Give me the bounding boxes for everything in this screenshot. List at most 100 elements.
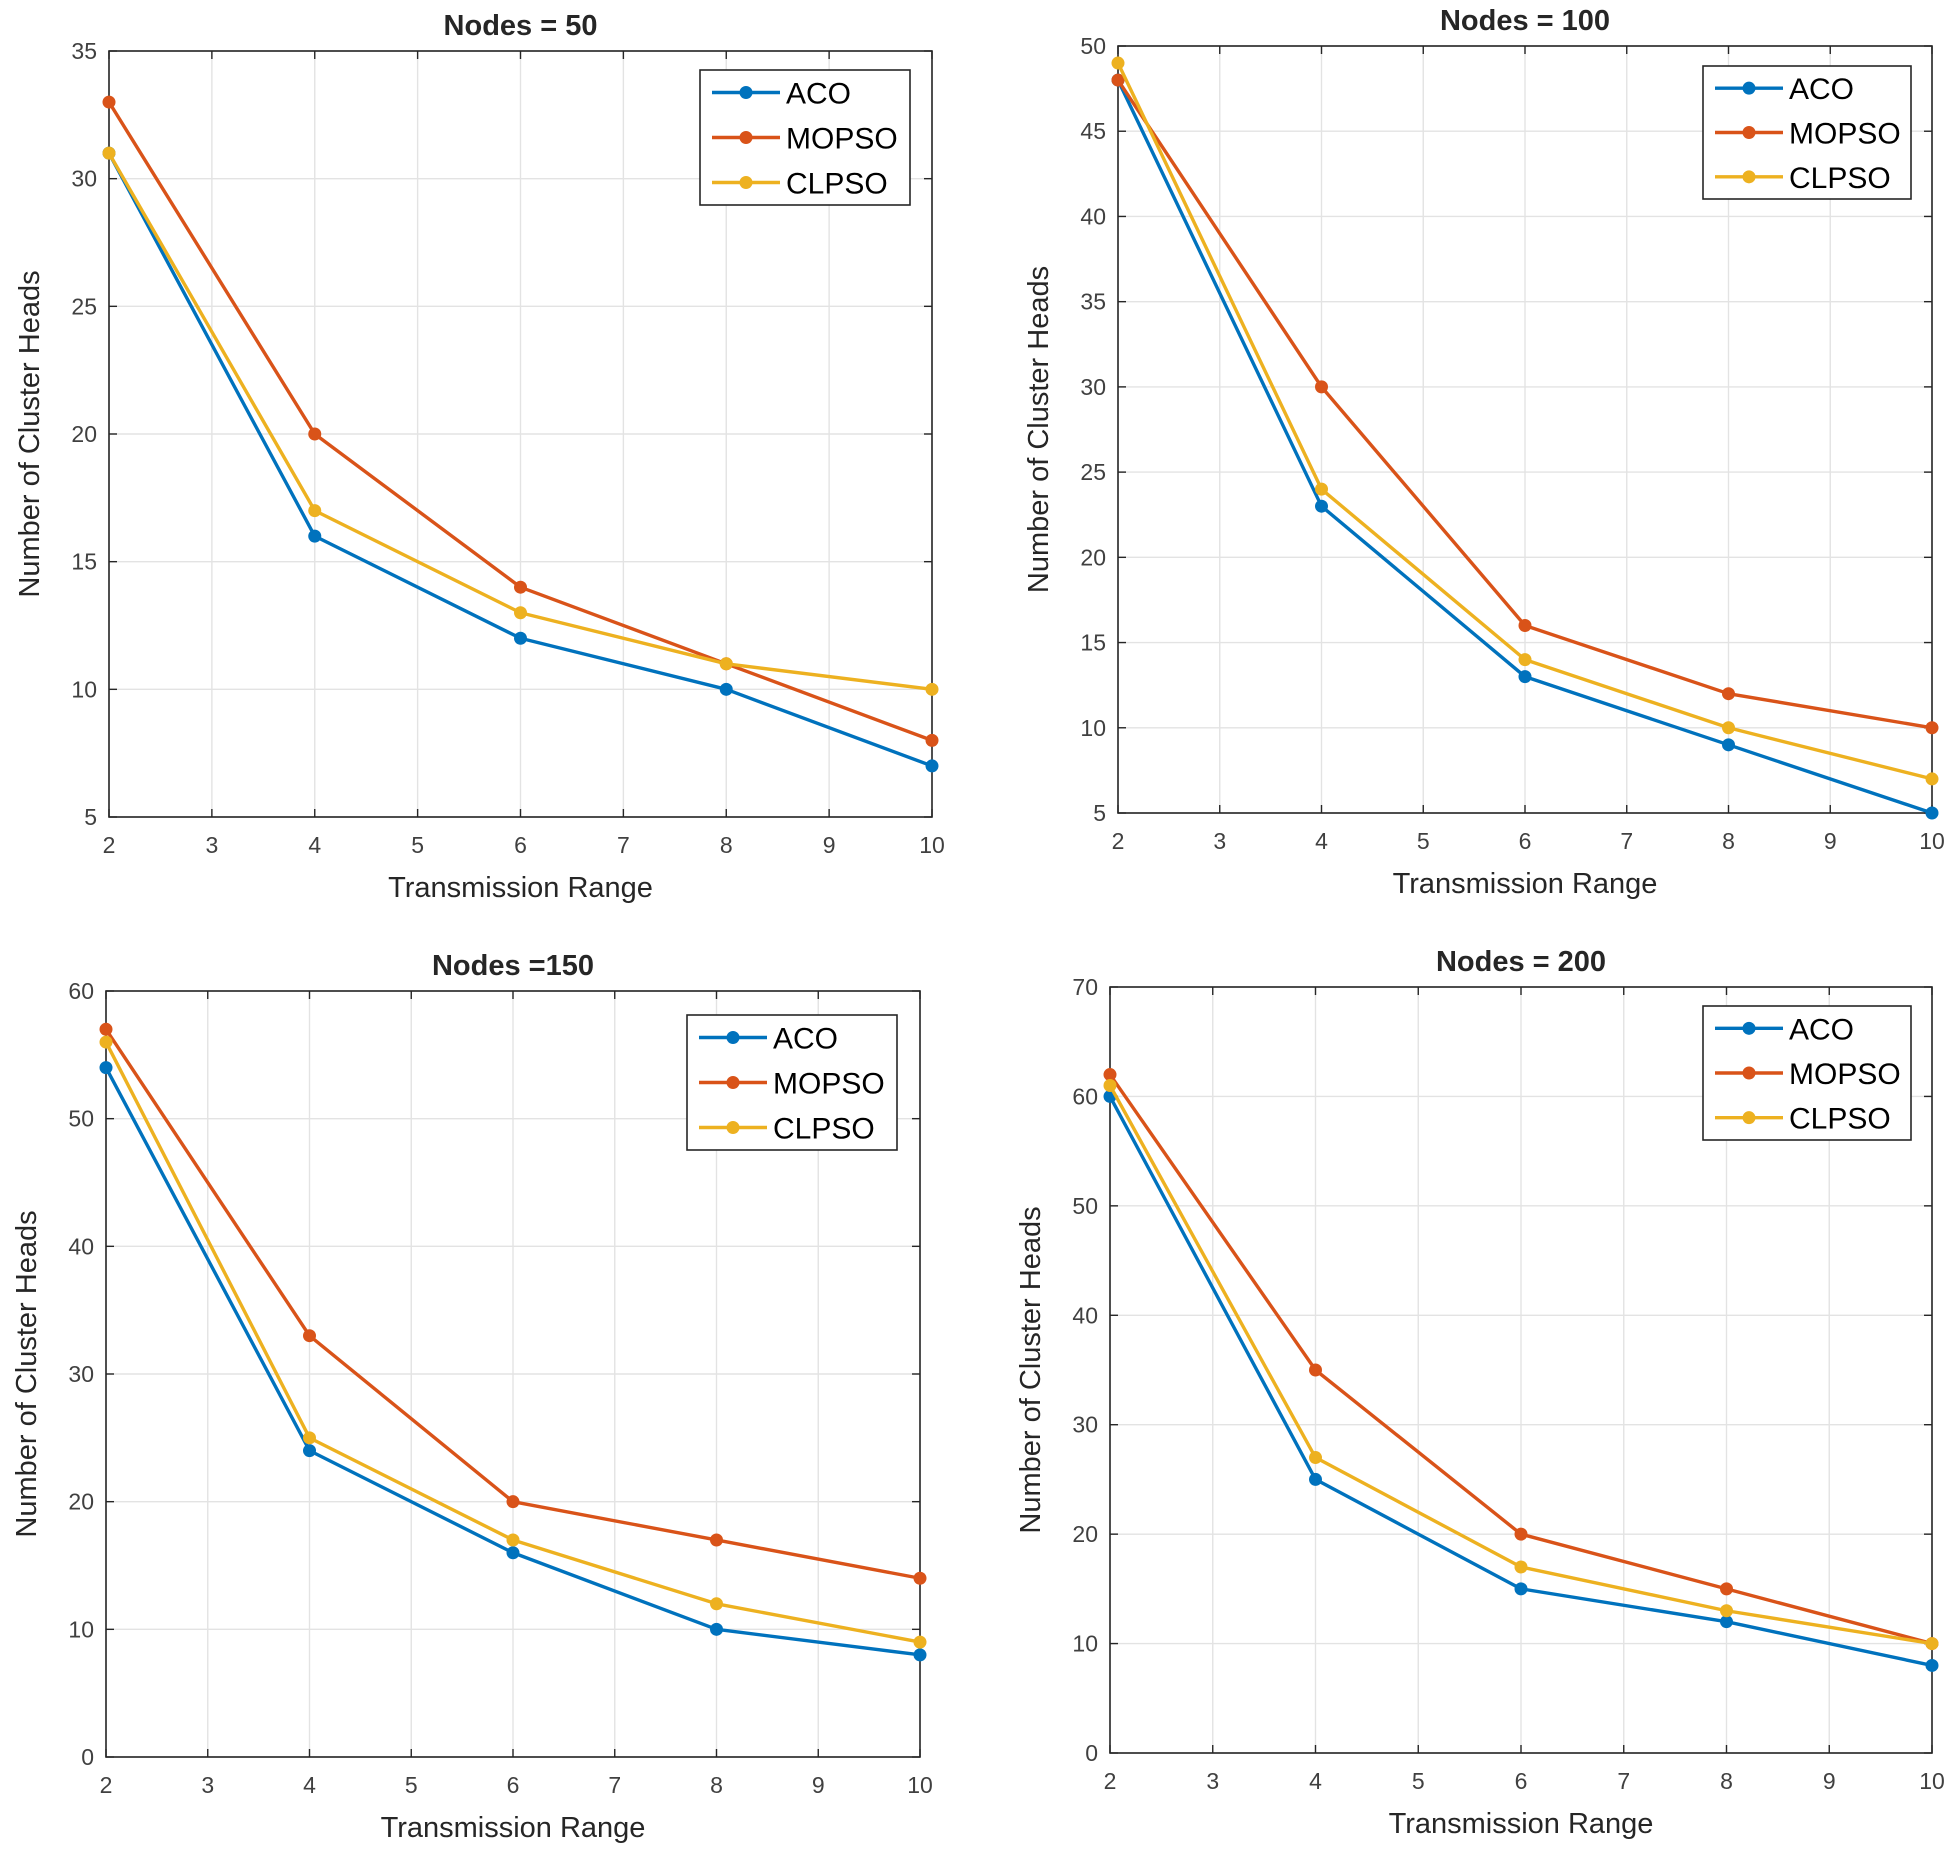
x-tick-label: 7 [1620,828,1633,854]
x-tick-label: 9 [812,1772,825,1798]
legend-swatch-marker [1742,1021,1756,1035]
x-axis-label: Transmission Range [388,872,653,904]
data-point-clpso [1315,482,1328,496]
y-axis-label: Number of Cluster Heads [11,1210,43,1537]
series-clpso [1103,1078,1939,1651]
y-tick-label: 45 [1080,118,1106,144]
legend-swatch-marker [726,1076,740,1089]
x-tick-label: 6 [514,832,527,858]
y-axis-label: Number of Cluster Heads [14,270,46,597]
legend-label: MOPSO [773,1068,885,1101]
data-point-mopso [1111,73,1125,87]
legend-label: MOPSO [1789,118,1901,151]
legend-label: ACO [786,78,851,111]
data-point-clpso [1722,721,1735,735]
x-tick-label: 9 [1824,828,1837,854]
data-point-clpso [710,1597,723,1611]
legend-label: CLPSO [1789,1103,1891,1136]
y-tick-label: 40 [1080,203,1106,229]
y-tick-label: 20 [1080,544,1106,570]
y-tick-label: 0 [81,1744,94,1770]
y-tick-label: 30 [71,166,97,192]
data-point-aco [1720,1615,1733,1629]
x-tick-label: 6 [1519,828,1532,854]
data-point-clpso [1514,1560,1528,1574]
legend: ACO MOPSO CLPSO [699,69,911,206]
x-tick-label: 5 [1417,828,1430,854]
chart-title: Nodes = 100 [1440,5,1610,37]
y-tick-label: 70 [1072,974,1098,1000]
series-aco [102,146,939,773]
y-tick-label: 5 [84,804,97,830]
legend-swatch-marker [726,1031,740,1044]
data-point-aco [303,1444,316,1458]
y-tick-label: 10 [1072,1631,1098,1657]
y-tick-label: 20 [1072,1521,1098,1547]
y-tick-label: 50 [1080,33,1106,59]
data-point-clpso [303,1431,316,1445]
legend: ACO MOPSO CLPSO [1702,1005,1912,1141]
legend: ACO MOPSO CLPSO [686,1014,898,1151]
x-axis-label: Transmission Range [1389,1808,1654,1840]
y-tick-label: 60 [1072,1083,1098,1109]
chart-title: Nodes =150 [432,950,594,982]
data-point-mopso [925,733,939,747]
data-point-mopso [308,427,322,441]
y-tick-label: 40 [1072,1302,1098,1328]
y-tick-label: 50 [1072,1193,1098,1219]
series-clpso [102,146,939,696]
legend-swatch-marker [739,86,753,99]
legend-swatch-marker [739,131,753,144]
data-point-aco [1309,1472,1322,1486]
data-point-aco [99,1061,113,1075]
series-clpso [99,1035,927,1649]
x-tick-label: 9 [823,832,836,858]
y-tick-label: 10 [1080,715,1106,741]
y-tick-label: 35 [71,38,97,64]
chart-panel-3: 2 3 4 5 6 7 8 9 10 0 10 20 30 40 50 60 Nodes =150 Transmi… [11,950,933,1844]
x-tick-label: 3 [201,1772,214,1798]
data-point-clpso [1309,1451,1322,1465]
data-point-aco [925,759,939,773]
legend-swatch-marker [726,1121,740,1134]
legend-swatch-marker [1742,170,1756,184]
x-axis-label: Transmission Range [1393,868,1658,900]
data-point-clpso [102,146,116,160]
legend-label: ACO [1789,73,1854,106]
legend-label: CLPSO [786,168,888,201]
data-point-aco [1315,499,1328,513]
x-tick-label: 8 [1722,828,1735,854]
x-tick-label: 9 [1823,1768,1836,1794]
data-point-mopso [1518,619,1532,633]
x-axis-label: Transmission Range [381,1812,646,1844]
data-point-aco [1722,738,1735,752]
data-point-mopso [1925,721,1939,735]
x-tick-label: 8 [1720,1768,1733,1794]
x-tick-label: 7 [617,832,630,858]
x-tick-label: 2 [1104,1768,1117,1794]
x-tick-label: 5 [411,832,424,858]
y-tick-label: 25 [1080,459,1106,485]
legend-swatch-marker [1742,126,1756,139]
y-tick-label: 30 [1072,1412,1098,1438]
data-point-clpso [1925,772,1939,786]
legend-swatch-marker [1742,1066,1756,1080]
legend-label: MOPSO [1789,1058,1901,1091]
data-point-aco [710,1622,723,1636]
x-tick-label: 8 [720,832,733,858]
data-point-clpso [1518,653,1532,667]
x-tick-label: 4 [1315,828,1328,854]
chart-title: Nodes = 50 [444,10,598,42]
data-point-mopso [102,95,116,109]
x-tick-label: 4 [303,1772,316,1798]
data-point-aco [308,529,322,543]
x-tick-label: 10 [1919,1768,1945,1794]
y-tick-label: 50 [68,1106,94,1132]
data-point-clpso [308,504,322,518]
data-point-clpso [913,1635,927,1649]
y-tick-label: 30 [1080,374,1106,400]
x-tick-label: 10 [1919,828,1945,854]
data-point-mopso [1309,1363,1322,1377]
x-tick-label: 8 [710,1772,723,1798]
